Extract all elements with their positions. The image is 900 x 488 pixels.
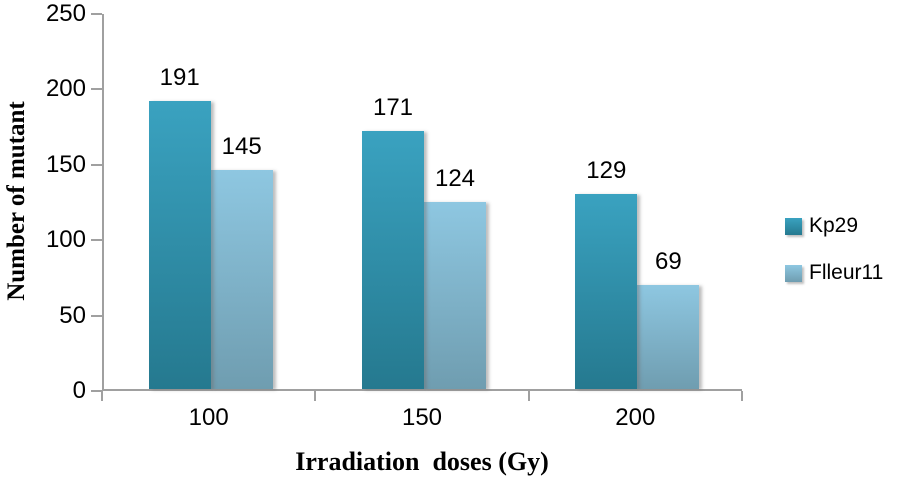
x-tick-mark-2 bbox=[527, 391, 530, 401]
legend-entry-flleur11: Flleur11 bbox=[785, 261, 883, 285]
x-tick-label-100: 100 bbox=[188, 404, 229, 431]
legend-label-kp29: Kp29 bbox=[809, 214, 859, 237]
plot-area: 191 145 171 124 129 69 bbox=[102, 14, 742, 391]
bar-value-kp29-100: 191 bbox=[159, 64, 200, 91]
y-tick-label-200: 200 bbox=[45, 75, 86, 103]
bar-value-kp29-150: 171 bbox=[372, 94, 414, 121]
y-tick-mark-50 bbox=[91, 314, 102, 317]
bar-flleur11-150 bbox=[424, 202, 486, 389]
legend-entry-kp29: Kp29 bbox=[785, 214, 883, 238]
y-tick-label-250: 250 bbox=[45, 0, 86, 27]
legend-swatch-flleur11-icon bbox=[785, 264, 802, 282]
y-tick-mark-150 bbox=[91, 163, 102, 166]
legend-label-flleur11: Flleur11 bbox=[809, 261, 884, 284]
y-tick-mark-0 bbox=[91, 390, 102, 392]
y-axis-title: Number of mutant bbox=[3, 101, 30, 301]
bar-flleur11-100 bbox=[210, 170, 273, 389]
y-tick-label-100: 100 bbox=[45, 226, 86, 254]
y-tick-label-50: 50 bbox=[59, 301, 86, 329]
y-tick-label-0: 0 bbox=[72, 377, 86, 404]
y-tick-mark-250 bbox=[91, 13, 102, 15]
bar-flleur11-200 bbox=[637, 285, 700, 389]
x-tick-mark-0 bbox=[101, 391, 103, 401]
y-tick-label-150: 150 bbox=[45, 150, 86, 178]
bar-kp29-200 bbox=[575, 194, 638, 389]
legend: Kp29 Flleur11 bbox=[785, 214, 883, 285]
bar-kp29-150 bbox=[362, 131, 424, 389]
y-tick-mark-100 bbox=[91, 239, 102, 242]
bar-value-flleur11-200: 69 bbox=[654, 248, 682, 275]
x-axis-title: Irradiation doses (Gy) bbox=[295, 447, 549, 476]
x-tick-label-200: 200 bbox=[615, 404, 656, 431]
x-tick-mark-1 bbox=[314, 391, 317, 401]
bar-kp29-100 bbox=[148, 101, 211, 389]
legend-swatch-kp29-icon bbox=[785, 217, 802, 235]
bar-value-flleur11-100: 145 bbox=[221, 133, 262, 160]
bar-value-kp29-200: 129 bbox=[586, 157, 627, 184]
x-tick-label-150: 150 bbox=[401, 404, 443, 431]
y-tick-mark-200 bbox=[91, 88, 102, 91]
x-tick-mark-3 bbox=[741, 391, 743, 401]
bar-value-flleur11-150: 124 bbox=[434, 165, 476, 192]
